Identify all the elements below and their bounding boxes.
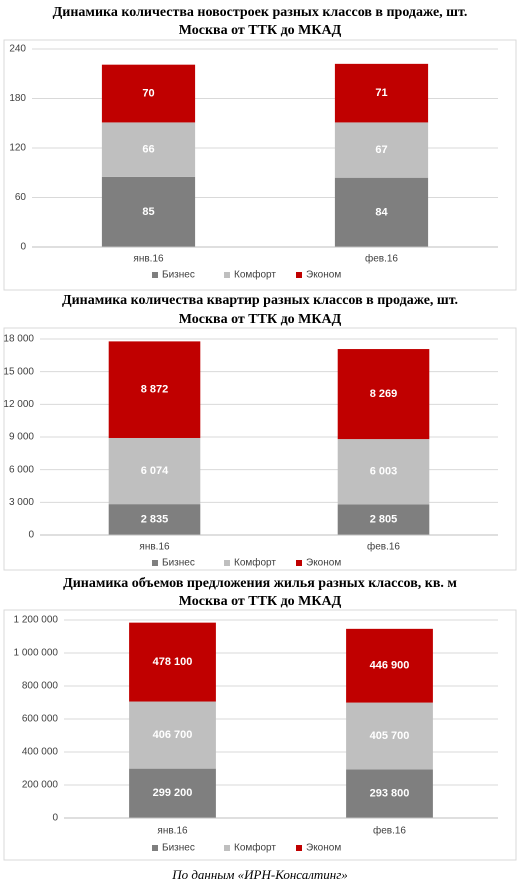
bar-segment	[346, 702, 433, 770]
legend-label: Комфорт	[234, 842, 276, 854]
x-tick-label: янв.16	[133, 254, 164, 265]
legend-swatch	[152, 845, 158, 851]
legend-label: Бизнес	[162, 270, 195, 281]
bar-segment	[108, 437, 201, 505]
x-tick-label: фев.16	[365, 253, 398, 265]
value-label: 70	[142, 87, 154, 99]
legend-label: Эконом	[306, 843, 341, 854]
value-label: 405 700	[370, 730, 410, 742]
x-tick-label: янв.16	[157, 826, 188, 837]
y-tick-label: 1 000 000	[14, 648, 59, 659]
bar-segment	[108, 341, 201, 438]
bar-segment	[346, 769, 433, 818]
y-tick-label: 0	[20, 242, 26, 253]
value-label: 67	[375, 144, 387, 156]
legend-swatch	[152, 272, 158, 278]
y-tick-label: 1 200 000	[14, 615, 59, 626]
bar-segment	[101, 122, 196, 177]
bar-segment	[334, 122, 429, 178]
bar-segment	[334, 63, 429, 123]
value-label: 2 835	[141, 513, 169, 525]
bar-segment	[337, 349, 430, 440]
legend-swatch	[152, 560, 158, 566]
y-tick-label: 180	[9, 93, 26, 104]
chart-title: Динамика объемов предложения жилья разны…	[63, 576, 457, 591]
y-tick-label: 6 000	[9, 464, 34, 475]
value-label: 8 872	[141, 384, 169, 396]
value-label: 84	[375, 206, 388, 218]
value-label: 2 805	[370, 514, 398, 526]
bar-segment	[101, 64, 196, 123]
legend-label: Эконом	[306, 558, 341, 569]
y-tick-label: 60	[15, 192, 27, 203]
y-tick-label: 9 000	[9, 432, 34, 443]
value-label: 85	[142, 206, 154, 218]
legend-swatch	[224, 845, 230, 851]
bar-segment	[129, 768, 216, 818]
y-tick-label: 800 000	[22, 681, 59, 692]
legend-label: Комфорт	[234, 557, 276, 569]
chart-frame	[3, 327, 517, 571]
legend-label: Комфорт	[234, 269, 276, 281]
bar-segment	[101, 176, 196, 247]
legend-swatch	[296, 272, 302, 278]
bar-segment	[129, 701, 216, 769]
bar-segment	[346, 628, 433, 703]
value-label: 446 900	[370, 660, 410, 672]
y-tick-label: 3 000	[9, 497, 34, 508]
legend-swatch	[296, 845, 302, 851]
y-tick-label: 15 000	[3, 366, 34, 377]
value-label: 6 074	[141, 465, 169, 477]
y-tick-label: 600 000	[22, 714, 59, 725]
source-note: По данным «ИРН-Консалтинг»	[171, 867, 348, 882]
chart-title: Динамика количества квартир разных класс…	[62, 293, 458, 308]
value-label: 478 100	[153, 656, 193, 668]
value-label: 66	[142, 144, 154, 156]
value-label: 6 003	[370, 466, 398, 478]
bar-segment	[108, 504, 201, 535]
value-label: 406 700	[153, 729, 193, 741]
chart-frame	[3, 39, 517, 291]
chart-subtitle: Москва от ТТК до МКАД	[179, 312, 342, 327]
x-tick-label: янв.16	[139, 542, 170, 553]
y-tick-label: 12 000	[3, 399, 34, 410]
y-tick-label: 120	[9, 143, 26, 154]
x-tick-label: фев.16	[367, 541, 400, 553]
value-label: 299 200	[153, 787, 193, 799]
y-tick-label: 0	[52, 813, 58, 824]
chart-subtitle: Москва от ТТК до МКАД	[179, 23, 342, 38]
legend-label: Эконом	[306, 270, 341, 281]
y-tick-label: 400 000	[22, 747, 59, 758]
value-label: 8 269	[370, 388, 398, 400]
y-tick-label: 200 000	[22, 780, 59, 791]
y-tick-label: 240	[9, 44, 26, 55]
x-tick-label: фев.16	[373, 825, 406, 837]
legend-label: Бизнес	[162, 843, 195, 854]
chart-title: Динамика количества новостроек разных кл…	[53, 5, 468, 20]
legend-swatch	[224, 560, 230, 566]
bar-segment	[334, 177, 429, 247]
legend-swatch	[296, 560, 302, 566]
bar-segment	[337, 439, 430, 505]
legend-swatch	[224, 272, 230, 278]
value-label: 71	[375, 87, 387, 99]
chart-frame	[3, 609, 517, 861]
bar-segment	[129, 622, 216, 702]
value-label: 293 800	[370, 788, 410, 800]
y-tick-label: 0	[28, 530, 34, 541]
chart-subtitle: Москва от ТТК до МКАД	[179, 594, 342, 609]
y-tick-label: 18 000	[3, 334, 34, 345]
legend-label: Бизнес	[162, 558, 195, 569]
bar-segment	[337, 504, 430, 535]
